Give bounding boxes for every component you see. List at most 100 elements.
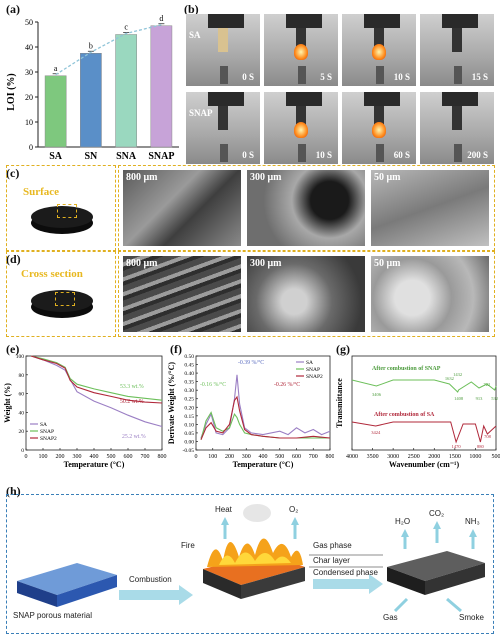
series-line	[30, 355, 163, 404]
y-tick-label: 0.30	[184, 388, 194, 394]
smoke-puff	[243, 504, 271, 522]
annotation-label: 53.3 wt.%	[120, 384, 144, 390]
series-line	[30, 355, 163, 401]
o2-arrow	[291, 517, 299, 525]
gas-arrow	[393, 597, 409, 613]
panel-label-a: (a)	[6, 2, 20, 16]
y-tick-label: 0.15	[184, 414, 194, 420]
ftir-peak-label: 1432	[453, 372, 462, 377]
cross-photo-box: Cross section	[6, 251, 116, 337]
x-tick-label: 2500	[408, 454, 420, 460]
loi-category-label: SA	[49, 151, 63, 162]
loi-bar	[44, 75, 67, 148]
loi-y-tick: 50	[25, 18, 33, 27]
x-tick-label: 700	[141, 454, 150, 460]
legend-entry: SNAP	[40, 429, 54, 435]
y-tick-label: 0.05	[184, 431, 194, 437]
y-tick-label: 20	[19, 429, 25, 435]
ftir-peak-label: 3424	[371, 430, 381, 435]
smoke-arrow	[446, 597, 462, 613]
burn-time-label: 0 S	[242, 72, 254, 82]
y-tick-label: 0.20	[184, 405, 194, 411]
annotation-label: -0.39 %/°C	[238, 359, 264, 366]
legend-entry: SNAP2	[40, 436, 57, 442]
tga-weight-chart: 0 100 200 300 400 500 600 700 800 0 20 40 60 80 100 Tem…	[3, 354, 167, 469]
surface-photo-box: Surface	[6, 165, 116, 251]
ftir-peak-label: 1408	[454, 396, 464, 401]
ftir-peak-label: 1470	[452, 444, 462, 449]
x-axis-label: Temperature (°C)	[233, 460, 294, 469]
ftir-snap-label: After combustion of SNAP	[372, 366, 441, 372]
cross-section-label: Cross section	[21, 268, 83, 280]
h2o-label: H₂O	[395, 517, 411, 526]
ftir-peak-label: 3406	[372, 392, 382, 397]
x-tick-label: 100	[208, 454, 217, 460]
burn-time-label: 10 S	[393, 72, 410, 82]
ftir-peak-label: 708	[484, 434, 492, 439]
cross-sem-box: 800 μm 300 μm 50 μm	[118, 251, 495, 337]
burn-time-label: 200 S	[467, 150, 488, 160]
loi-bar-letter: d	[159, 14, 163, 23]
loi-y-tick: 10	[25, 118, 33, 127]
x-tick-label: 300	[73, 454, 82, 460]
x-tick-label: 700	[309, 454, 318, 460]
y-axis-label: Derivate Weight (%/°C)	[167, 362, 176, 444]
y-tick-label: -0.05	[183, 448, 195, 454]
condensed-phase-label: Condensed phase	[313, 568, 378, 577]
annotation-label: -0.26 %/°C	[274, 381, 300, 388]
gas-label: Gas	[383, 613, 398, 622]
x-tick-label: 1000	[469, 454, 481, 460]
ftir-sa-spectrum	[351, 421, 497, 444]
x-tick-label: 500	[275, 454, 284, 460]
panel-label-g: (g)	[336, 342, 350, 356]
y-tick-label: 100	[16, 354, 25, 360]
char-layer-label: Char layer	[313, 556, 350, 565]
loi-y-axis-label: LOI (%)	[6, 73, 17, 111]
burn-time-label: 60 S	[393, 150, 410, 160]
panel-label-f: (f)	[170, 342, 182, 356]
y-tick-label: 0.40	[184, 371, 194, 377]
legend-entry: SNAP2	[306, 374, 323, 380]
burn-photo: 0 S SNAP	[186, 92, 260, 164]
y-tick-label: 0	[21, 448, 24, 454]
y-tick-label: 0.25	[184, 397, 194, 403]
panel-label-b: (b)	[184, 2, 199, 16]
ftir-sa-label: After combustion of SA	[374, 412, 435, 418]
char-right-face	[425, 563, 485, 595]
y-tick-label: 60	[19, 392, 25, 398]
y-tick-label: 0.35	[184, 380, 194, 386]
material-label: SNAP porous material	[13, 611, 92, 620]
x-tick-label: 200	[56, 454, 65, 460]
x-tick-label: 1500	[449, 454, 461, 460]
loi-category-label: SNAP	[148, 151, 174, 162]
x-tick-label: 800	[158, 454, 167, 460]
heat-label: Heat	[215, 505, 232, 514]
ftir-peak-label: 532	[491, 396, 498, 401]
burn-photo: 5 S	[264, 14, 338, 86]
x-tick-label: 2000	[428, 454, 440, 460]
burn-sample-label: SA	[189, 30, 201, 40]
series-line	[30, 355, 163, 428]
gas-phase-label: Gas phase	[313, 541, 352, 550]
smoke-label: Smoke	[459, 613, 484, 622]
ftir-chart: 4000 3500 3000 2500 2000 1500 1000 500 Wavenumbe…	[335, 355, 500, 469]
y-tick-label: 40	[19, 410, 25, 416]
cross-zoom-box	[55, 292, 75, 306]
surface-sem-50: 50 μm	[371, 170, 489, 246]
burn-photo: 0 S SA	[186, 14, 260, 86]
cross-sem-50: 50 μm	[371, 256, 489, 332]
legend-entry: SA	[40, 422, 47, 428]
material-left-face	[17, 581, 57, 607]
loi-y-tick: 0	[29, 143, 33, 152]
x-tick-label: 800	[326, 454, 335, 460]
series-line	[200, 411, 330, 440]
x-tick-label: 600	[292, 454, 301, 460]
loi-bar	[80, 53, 102, 148]
loi-y-tick: 30	[25, 68, 33, 77]
series-line	[200, 395, 331, 440]
loi-bar	[115, 34, 137, 148]
surface-sem-box: 800 μm 300 μm 50 μm	[118, 165, 495, 251]
y-tick-label: 0.00	[184, 439, 194, 445]
y-tick-label: 0.45	[184, 363, 194, 369]
panel-label-d: (d)	[6, 252, 21, 266]
